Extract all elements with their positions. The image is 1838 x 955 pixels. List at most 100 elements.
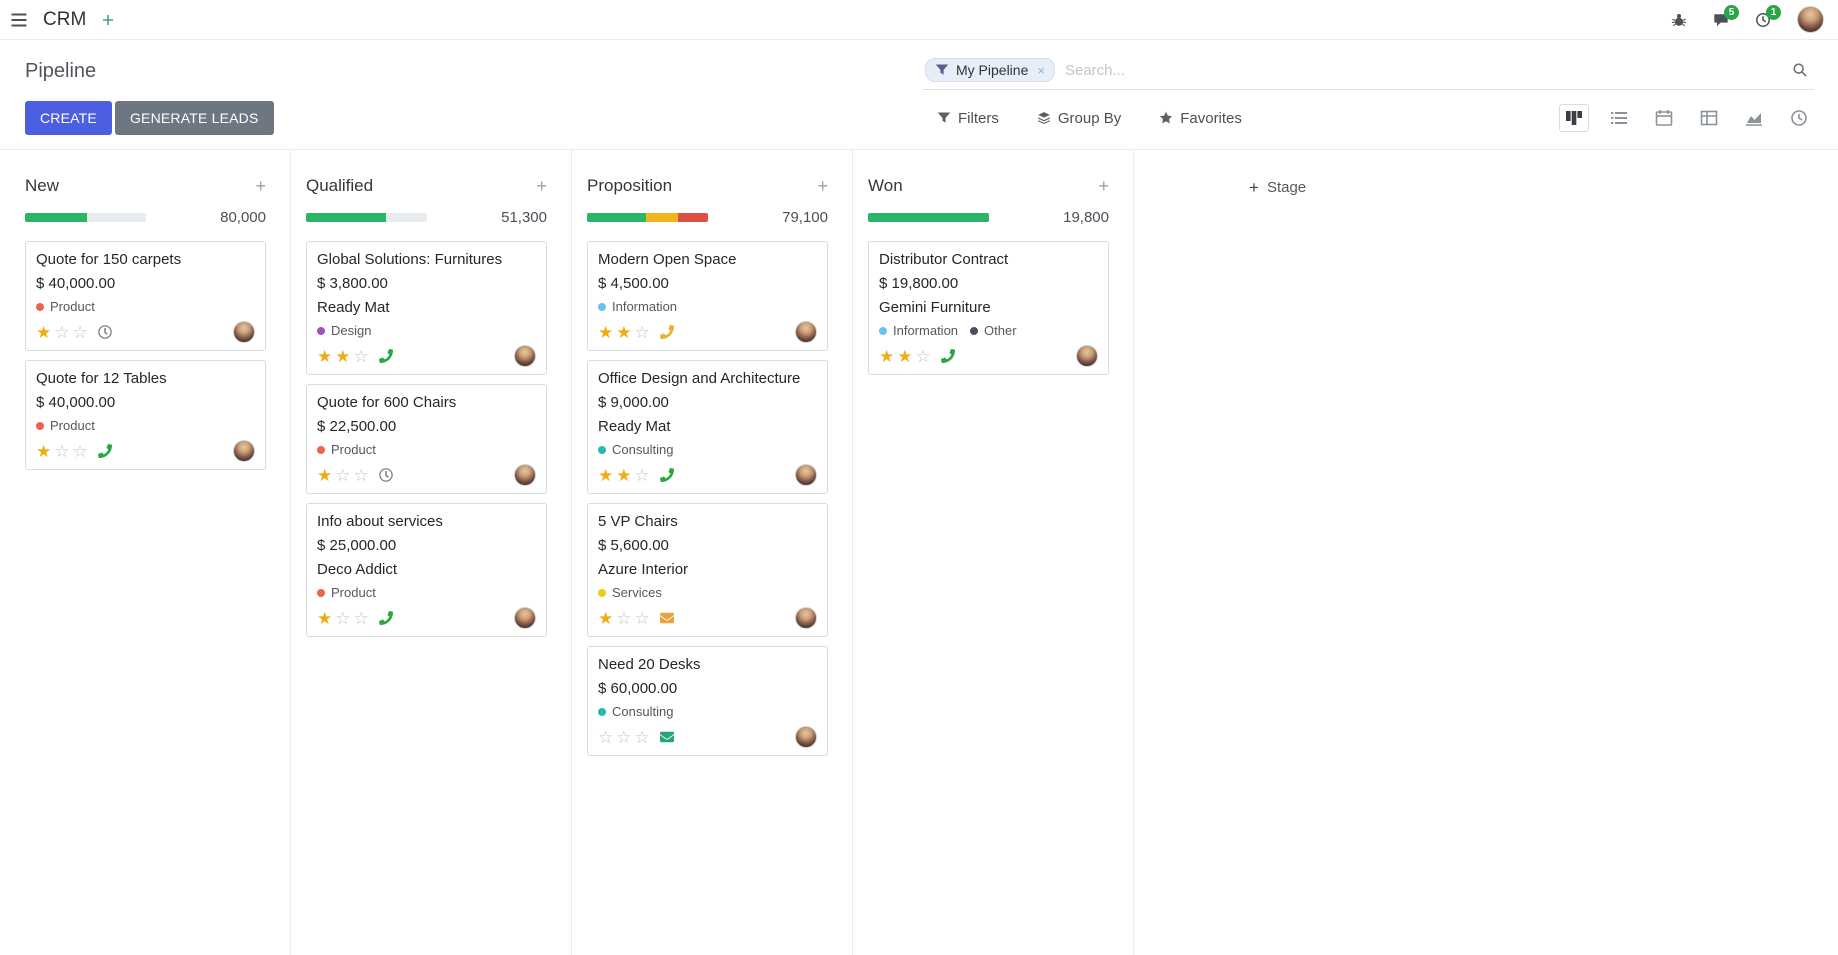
favorites-menu[interactable]: Favorites [1159,110,1242,127]
activity-phone-icon[interactable] [378,349,393,363]
filters-menu[interactable]: Filters [937,110,999,127]
activity-phone-icon[interactable] [940,349,955,363]
view-activity-button[interactable] [1784,104,1814,132]
view-list-button[interactable] [1604,104,1634,132]
column-quick-add-icon[interactable]: + [255,176,266,196]
column-progressbar[interactable] [306,213,427,222]
view-pivot-button[interactable] [1694,104,1724,132]
activity-phone-icon[interactable] [97,444,112,458]
kanban-card[interactable]: Quote for 150 carpets $ 40,000.00 Product ★… [25,241,266,351]
priority-star-icon[interactable]: ☆ [72,322,88,342]
facet-remove-icon[interactable]: × [1037,62,1045,78]
view-kanban-button[interactable] [1559,104,1589,132]
kanban-card[interactable]: Distributor Contract $ 19,800.00 Gemini Fu… [868,241,1109,375]
priority-star-icon[interactable]: ☆ [598,727,614,747]
priority-star-icon[interactable]: ★ [317,608,333,628]
messages-icon[interactable]: 5 [1713,4,1739,28]
column-progressbar[interactable] [587,213,708,222]
view-calendar-button[interactable] [1649,104,1679,132]
priority-star-icon[interactable]: ★ [36,322,52,342]
activities-clock-icon[interactable]: 1 [1755,4,1781,28]
progress-segment-success[interactable] [868,213,989,222]
search-facet[interactable]: My Pipeline × [925,58,1055,82]
generate-leads-button[interactable]: GENERATE LEADS [114,101,274,135]
create-button[interactable]: CREATE [25,101,112,135]
priority-star-icon[interactable]: ★ [598,608,614,628]
search-input[interactable] [1064,61,1782,79]
group-by-menu[interactable]: Group By [1037,110,1121,127]
kanban-card[interactable]: Global Solutions: Furnitures $ 3,800.00 Re… [306,241,547,375]
kanban-card[interactable]: Quote for 12 Tables $ 40,000.00 Product ★ ☆ ☆ [25,360,266,470]
column-quick-add-icon[interactable]: + [536,176,547,196]
progress-segment-muted[interactable] [385,213,427,222]
column-title: Proposition [587,176,673,195]
priority-star-icon[interactable]: ★ [598,322,614,342]
kanban-columns: New +80,000 Quote for 150 carpets $ 40,000.… [10,150,1134,955]
progress-segment-success[interactable] [306,213,386,222]
card-tag: Product [317,585,376,600]
progress-segment-success[interactable] [587,213,647,222]
debug-bug-icon[interactable] [1671,12,1687,28]
priority-star-icon[interactable]: ☆ [54,441,70,461]
activity-mail-icon[interactable] [659,611,674,625]
priority-star-icon[interactable]: ★ [616,322,632,342]
activity-mail-icon[interactable] [659,730,674,744]
column-progressbar[interactable] [25,213,146,222]
activity-phone-icon[interactable] [659,468,674,482]
priority-star-icon[interactable]: ☆ [335,608,351,628]
add-stage-button[interactable]: + Stage [1249,176,1306,198]
search-bar[interactable]: My Pipeline × [923,56,1814,90]
navbar-right: 5 1 [1671,4,1824,33]
activity-phone-icon[interactable] [378,611,393,625]
priority-star-icon[interactable]: ☆ [335,465,351,485]
tag-label: Product [331,442,376,457]
priority-star-icon[interactable]: ★ [897,346,913,366]
priority-star-icon[interactable]: ☆ [634,608,650,628]
priority-star-icon[interactable]: ★ [317,346,333,366]
kanban-card[interactable]: Quote for 600 Chairs $ 22,500.00 Product ★ ☆… [306,384,547,494]
search-icon[interactable] [1792,62,1808,78]
priority-star-icon[interactable]: ★ [335,346,351,366]
kanban-card[interactable]: Need 20 Desks $ 60,000.00 Consulting ☆ ☆ ☆ [587,646,828,756]
progress-segment-success[interactable] [25,213,87,222]
priority-star-icon[interactable]: ☆ [616,608,632,628]
column-progressbar[interactable] [868,213,989,222]
kanban-card[interactable]: Info about services $ 25,000.00 Deco Addic… [306,503,547,637]
priority-star-icon[interactable]: ★ [36,441,52,461]
activity-phone-icon[interactable] [659,325,674,339]
app-brand[interactable]: CRM [43,8,87,30]
kanban-card[interactable]: 5 VP Chairs $ 5,600.00 Azure Interior Servi… [587,503,828,637]
kanban-column: Qualified +51,300 Global Solutions: Furnit… [291,150,572,955]
add-icon[interactable] [101,13,115,27]
priority-star-icon[interactable]: ★ [879,346,895,366]
priority-star-icon[interactable]: ☆ [353,346,369,366]
apps-menu-icon[interactable] [10,11,28,29]
kanban-card[interactable]: Office Design and Architecture $ 9,000.00… [587,360,828,494]
priority-star-icon[interactable]: ☆ [634,465,650,485]
priority-star-icon[interactable]: ☆ [634,727,650,747]
user-avatar[interactable] [1797,6,1824,33]
activity-clock-icon[interactable] [97,325,112,339]
progress-segment-warning[interactable] [646,213,678,222]
priority-star-icon[interactable]: ☆ [353,608,369,628]
column-quick-add-icon[interactable]: + [1098,176,1109,196]
card-tags: Product [36,299,255,314]
kanban-column: Won +19,800 Distributor Contract $ 19,800.0… [853,150,1134,955]
priority-star-icon[interactable]: ☆ [915,346,931,366]
priority-star-icon[interactable]: ☆ [634,322,650,342]
priority-star-icon[interactable]: ☆ [353,465,369,485]
progress-segment-danger[interactable] [677,213,708,222]
column-quick-add-icon[interactable]: + [817,176,828,196]
priority-star-icon[interactable]: ☆ [54,322,70,342]
activity-clock-icon[interactable] [378,468,393,482]
priority-stars: ★ ★ ☆ [598,467,650,484]
view-graph-button[interactable] [1739,104,1769,132]
priority-star-icon[interactable]: ☆ [72,441,88,461]
priority-star-icon[interactable]: ★ [317,465,333,485]
kanban-card[interactable]: Modern Open Space $ 4,500.00 Information ★ ★… [587,241,828,351]
priority-star-icon[interactable]: ☆ [616,727,632,747]
card-title: Modern Open Space [598,251,737,268]
progress-segment-muted[interactable] [86,213,146,222]
priority-star-icon[interactable]: ★ [598,465,614,485]
priority-star-icon[interactable]: ★ [616,465,632,485]
